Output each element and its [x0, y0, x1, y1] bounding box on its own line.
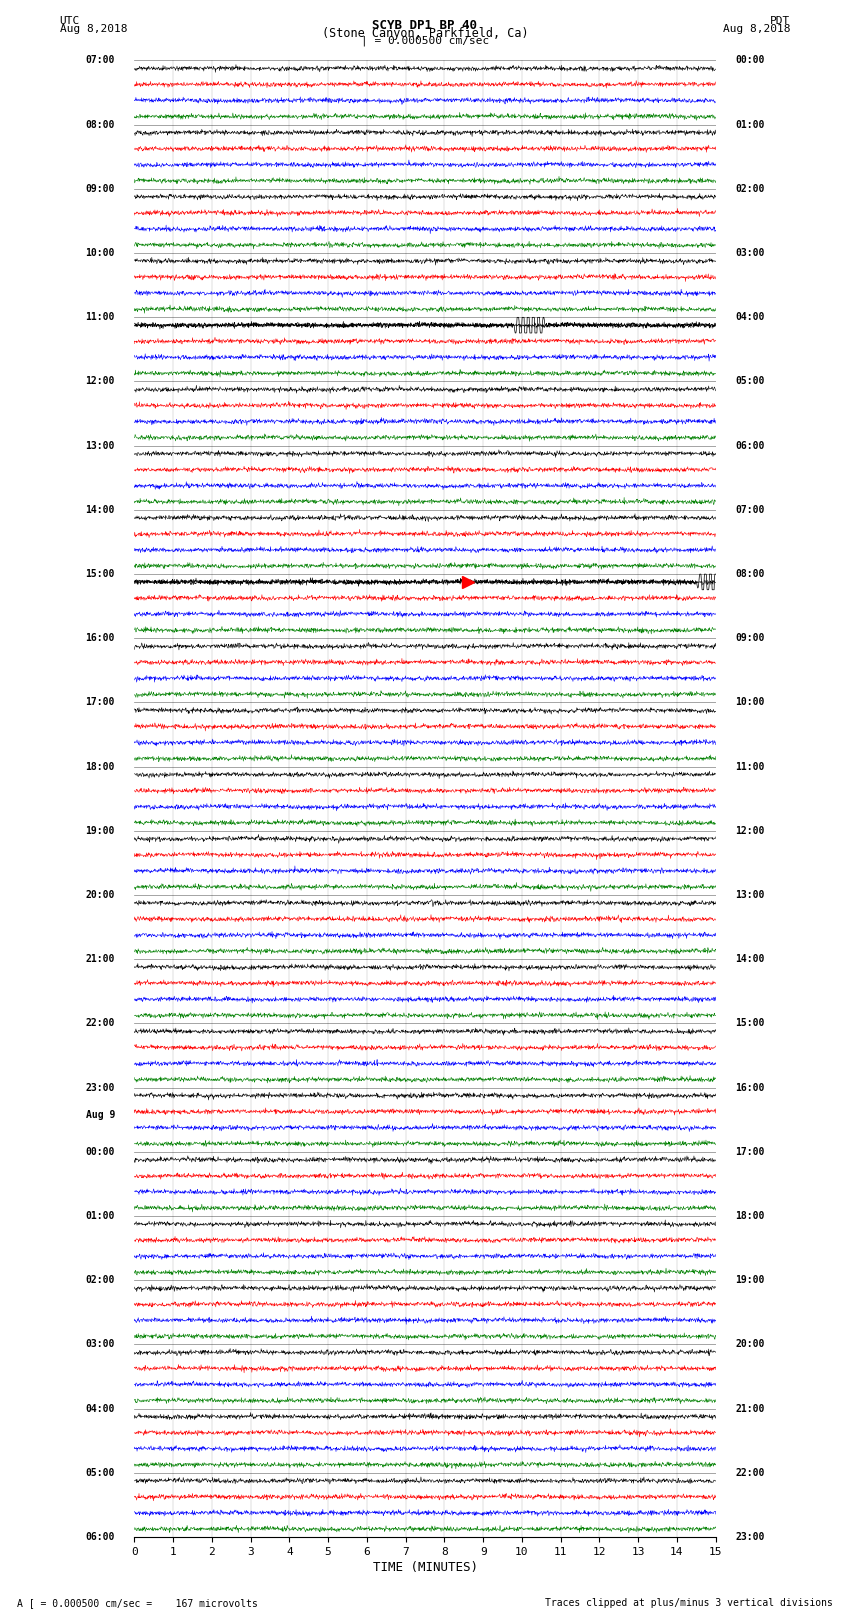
Text: 23:00: 23:00 — [735, 1532, 764, 1542]
Text: 08:00: 08:00 — [735, 569, 764, 579]
Text: 10:00: 10:00 — [86, 248, 115, 258]
Text: 00:00: 00:00 — [735, 55, 764, 65]
Text: | = 0.000500 cm/sec: | = 0.000500 cm/sec — [361, 35, 489, 47]
Text: 21:00: 21:00 — [86, 955, 115, 965]
Text: 06:00: 06:00 — [735, 440, 764, 450]
Text: 00:00: 00:00 — [86, 1147, 115, 1157]
Text: 17:00: 17:00 — [86, 697, 115, 708]
Text: 05:00: 05:00 — [735, 376, 764, 387]
Text: 01:00: 01:00 — [735, 119, 764, 129]
Text: 12:00: 12:00 — [86, 376, 115, 387]
X-axis label: TIME (MINUTES): TIME (MINUTES) — [372, 1561, 478, 1574]
Text: (Stone Canyon, Parkfield, Ca): (Stone Canyon, Parkfield, Ca) — [321, 27, 529, 40]
Text: 10:00: 10:00 — [735, 697, 764, 708]
Text: PDT: PDT — [770, 16, 790, 26]
Text: 19:00: 19:00 — [86, 826, 115, 836]
Text: 20:00: 20:00 — [735, 1339, 764, 1350]
Text: 13:00: 13:00 — [86, 440, 115, 450]
Text: 13:00: 13:00 — [735, 890, 764, 900]
Text: 06:00: 06:00 — [86, 1532, 115, 1542]
Text: 22:00: 22:00 — [735, 1468, 764, 1478]
Text: 16:00: 16:00 — [735, 1082, 764, 1092]
Text: UTC: UTC — [60, 16, 80, 26]
Text: 16:00: 16:00 — [86, 634, 115, 644]
Text: 19:00: 19:00 — [735, 1276, 764, 1286]
Text: 18:00: 18:00 — [735, 1211, 764, 1221]
Text: Traces clipped at plus/minus 3 vertical divisions: Traces clipped at plus/minus 3 vertical … — [545, 1598, 833, 1608]
Text: 07:00: 07:00 — [86, 55, 115, 65]
Text: 01:00: 01:00 — [86, 1211, 115, 1221]
Text: 03:00: 03:00 — [86, 1339, 115, 1350]
Text: 18:00: 18:00 — [86, 761, 115, 771]
Text: 21:00: 21:00 — [735, 1403, 764, 1413]
Text: 07:00: 07:00 — [735, 505, 764, 515]
Text: 09:00: 09:00 — [735, 634, 764, 644]
Text: 11:00: 11:00 — [86, 313, 115, 323]
Text: Aug 8,2018: Aug 8,2018 — [723, 24, 791, 34]
Text: A [ = 0.000500 cm/sec =    167 microvolts: A [ = 0.000500 cm/sec = 167 microvolts — [17, 1598, 258, 1608]
Text: 14:00: 14:00 — [86, 505, 115, 515]
Text: Aug 9: Aug 9 — [86, 1110, 115, 1119]
Text: 14:00: 14:00 — [735, 955, 764, 965]
Text: 05:00: 05:00 — [86, 1468, 115, 1478]
Text: 15:00: 15:00 — [86, 569, 115, 579]
Text: 02:00: 02:00 — [86, 1276, 115, 1286]
Text: 22:00: 22:00 — [86, 1018, 115, 1029]
Text: 17:00: 17:00 — [735, 1147, 764, 1157]
Text: 08:00: 08:00 — [86, 119, 115, 129]
Text: 15:00: 15:00 — [735, 1018, 764, 1029]
Text: 09:00: 09:00 — [86, 184, 115, 194]
Text: SCYB DP1 BP 40: SCYB DP1 BP 40 — [372, 19, 478, 32]
Text: 04:00: 04:00 — [86, 1403, 115, 1413]
Text: Aug 8,2018: Aug 8,2018 — [60, 24, 127, 34]
Text: 02:00: 02:00 — [735, 184, 764, 194]
Text: 12:00: 12:00 — [735, 826, 764, 836]
Text: 03:00: 03:00 — [735, 248, 764, 258]
Text: 23:00: 23:00 — [86, 1082, 115, 1092]
Text: 20:00: 20:00 — [86, 890, 115, 900]
Text: 11:00: 11:00 — [735, 761, 764, 771]
Text: 04:00: 04:00 — [735, 313, 764, 323]
